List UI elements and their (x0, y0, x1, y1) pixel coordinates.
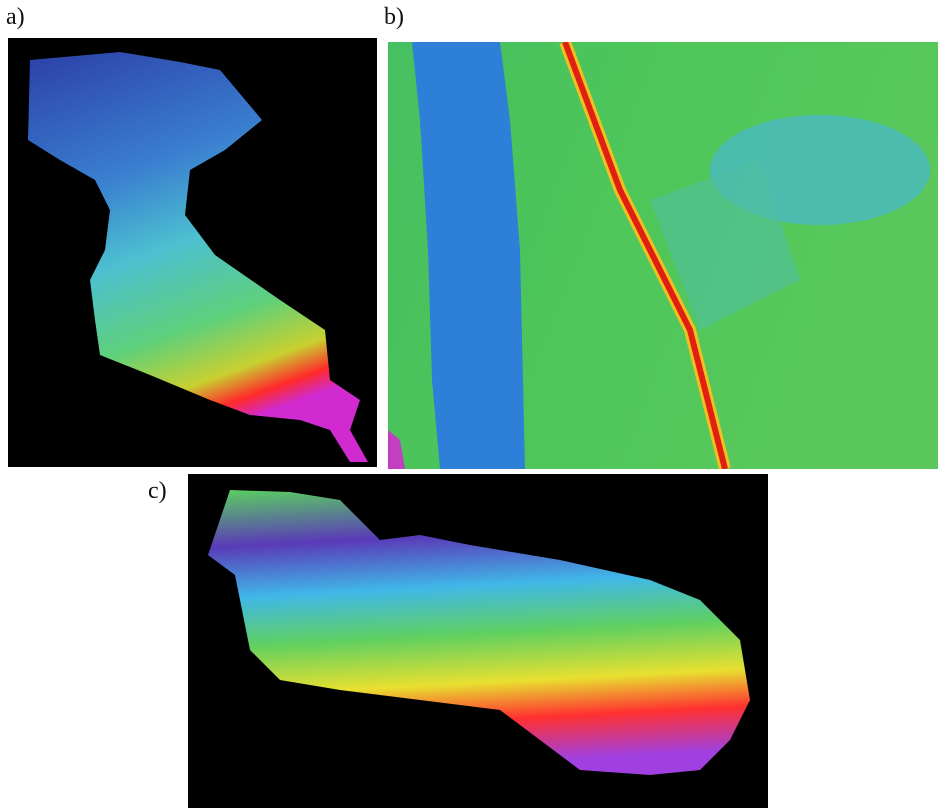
panel-label: b) (384, 4, 404, 30)
panel-label: a) (6, 4, 25, 30)
panel-label: c) (148, 478, 167, 504)
river (412, 42, 525, 469)
road (562, 42, 728, 469)
low-area (650, 160, 800, 330)
elevation-map-a (28, 52, 368, 462)
panel-b (388, 42, 938, 469)
elevation-map-c (208, 490, 750, 775)
high-corner (388, 430, 405, 469)
